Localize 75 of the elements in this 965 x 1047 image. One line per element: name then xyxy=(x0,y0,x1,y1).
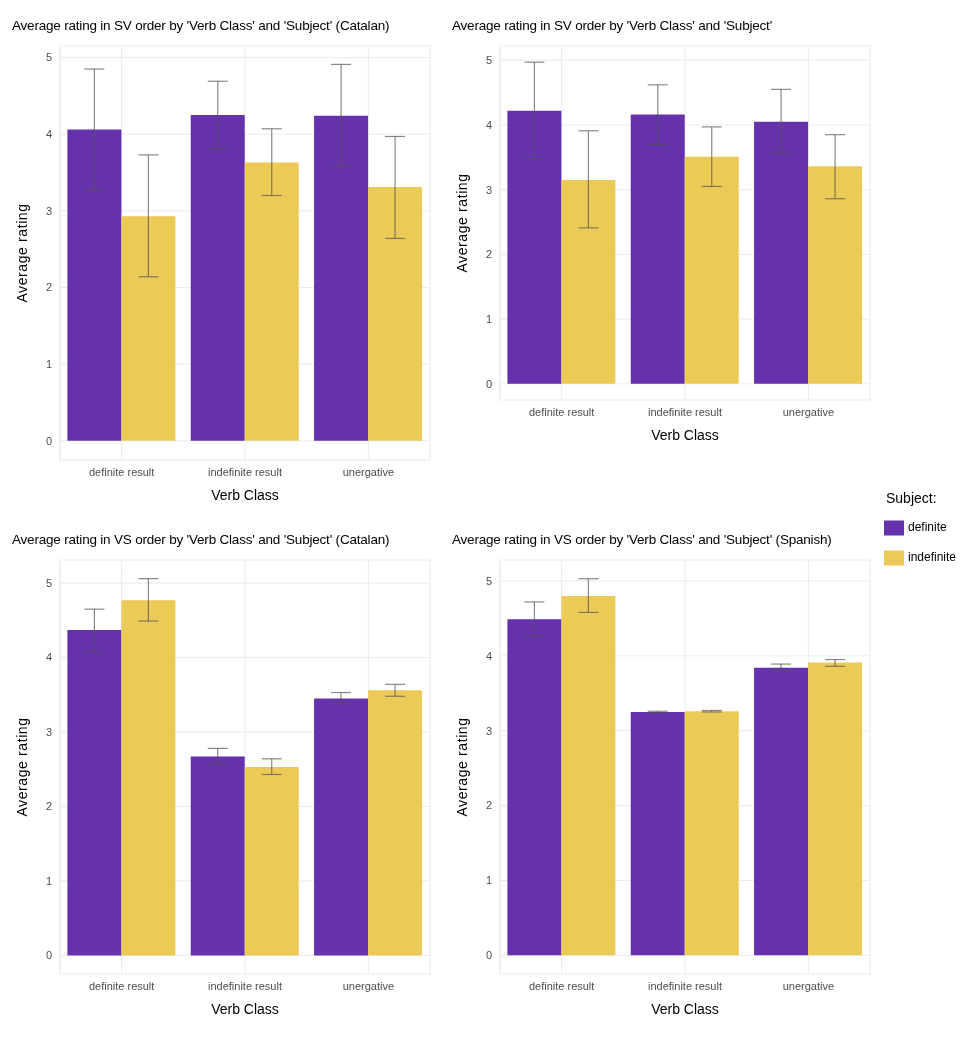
x-tick-label: definite result xyxy=(88,979,155,992)
y-tick-label: 4 xyxy=(45,651,52,664)
x-tick-label: definite result xyxy=(88,465,155,478)
bar xyxy=(244,767,299,956)
y-tick-label: 5 xyxy=(485,54,492,67)
bar xyxy=(808,166,863,384)
bar xyxy=(121,216,176,441)
bar xyxy=(684,711,739,956)
x-tick-label: unergative xyxy=(342,979,395,992)
y-tick-label: 1 xyxy=(485,874,492,887)
y-tick-label: 1 xyxy=(45,874,52,887)
x-axis-title: Verb Class xyxy=(651,1001,719,1017)
x-tick-label: unergative xyxy=(782,979,835,992)
bar xyxy=(507,110,562,384)
bar xyxy=(190,115,245,441)
y-tick-label: 3 xyxy=(485,724,492,737)
x-tick-label: indefinite result xyxy=(208,465,282,478)
bar xyxy=(507,619,562,956)
chart-title: Average rating in VS order by 'Verb Class' and 'Subject' (Catalan) xyxy=(11,530,391,549)
x-tick-label: indefinite result xyxy=(648,979,722,992)
bar xyxy=(244,162,299,441)
legend-label: definite xyxy=(908,520,947,534)
y-tick-label: 3 xyxy=(45,725,52,738)
y-axis-title: Average rating xyxy=(13,717,30,817)
y-tick-label: 5 xyxy=(485,574,492,587)
x-axis-title: Verb Class xyxy=(211,1001,279,1017)
y-tick-label: 5 xyxy=(45,576,52,589)
legend-label: indefinite xyxy=(908,550,957,564)
y-tick-label: 4 xyxy=(485,118,492,131)
bar xyxy=(561,595,616,956)
bar xyxy=(630,114,685,384)
y-tick-label: 0 xyxy=(45,949,52,962)
chart-title: Average rating in VS order by 'Verb Class' and 'Subject' (Spanish) xyxy=(451,530,833,549)
y-tick-label: 1 xyxy=(45,358,52,371)
bar xyxy=(368,187,423,441)
y-tick-label: 1 xyxy=(485,313,492,326)
bar xyxy=(684,156,739,384)
y-tick-label: 2 xyxy=(45,800,52,813)
bar xyxy=(368,690,423,956)
x-tick-label: definite result xyxy=(528,979,595,992)
chart-title: Average rating in SV order by 'Verb Class' and 'Subject' (Catalan) xyxy=(11,16,391,35)
y-tick-label: 5 xyxy=(45,51,52,64)
y-tick-label: 2 xyxy=(485,248,492,261)
y-tick-label: 3 xyxy=(45,204,52,217)
bar xyxy=(190,756,245,956)
bar xyxy=(314,115,369,441)
x-tick-label: unergative xyxy=(782,405,835,418)
y-tick-label: 2 xyxy=(45,281,52,294)
y-tick-label: 4 xyxy=(485,649,492,662)
y-axis-title: Average rating xyxy=(453,173,470,273)
bar xyxy=(314,698,369,956)
bar xyxy=(121,600,176,956)
y-tick-label: 4 xyxy=(45,128,52,141)
bar xyxy=(67,629,122,956)
bar xyxy=(561,179,616,384)
bar xyxy=(754,121,809,384)
y-axis-title: Average rating xyxy=(13,203,30,303)
y-tick-label: 0 xyxy=(45,434,52,447)
x-axis-title: Verb Class xyxy=(651,427,719,443)
y-tick-label: 2 xyxy=(485,799,492,812)
y-tick-label: 0 xyxy=(485,377,492,390)
y-tick-label: 3 xyxy=(485,183,492,196)
x-tick-label: definite result xyxy=(528,405,595,418)
x-tick-label: indefinite result xyxy=(648,405,722,418)
y-axis-title: Average rating xyxy=(453,717,470,817)
bar xyxy=(67,129,122,441)
y-tick-label: 0 xyxy=(485,949,492,962)
legend-title: Subject: xyxy=(886,490,937,506)
x-tick-label: indefinite result xyxy=(208,979,282,992)
bar xyxy=(754,667,809,956)
bar xyxy=(630,711,685,956)
x-tick-label: unergative xyxy=(342,465,395,478)
chart-title: Average rating in SV order by 'Verb Class' and 'Subject' xyxy=(451,16,774,35)
bar xyxy=(808,662,863,956)
x-axis-title: Verb Class xyxy=(211,487,279,503)
